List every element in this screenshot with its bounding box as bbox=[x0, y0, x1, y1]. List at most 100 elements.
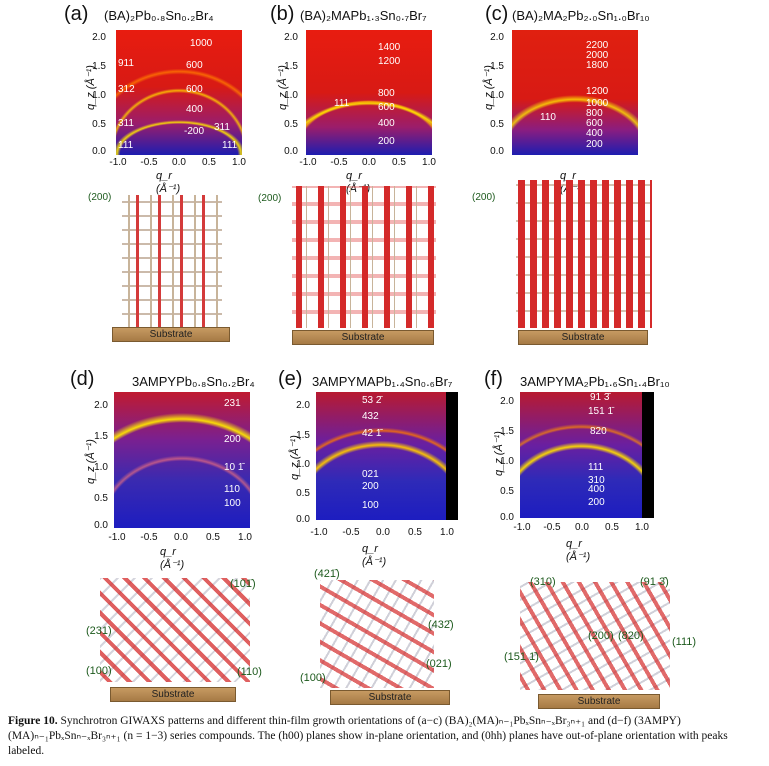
peak-label: 400 bbox=[586, 128, 603, 139]
caption-text: Synchrotron GIWAXS patterns and differen… bbox=[8, 715, 728, 757]
y-tick: 2.0 bbox=[296, 400, 310, 411]
peak-label: 021 bbox=[362, 469, 379, 480]
crystal-structure-image bbox=[292, 186, 436, 328]
crystal-structure-image bbox=[320, 580, 434, 688]
y-axis-label: q_z (Å⁻¹) bbox=[483, 65, 495, 110]
peak-label: 310 bbox=[588, 475, 605, 486]
orientation-label: (110) bbox=[237, 666, 262, 678]
x-tick: 1.0 bbox=[422, 157, 436, 168]
x-tick: 1.0 bbox=[635, 522, 649, 533]
x-tick: -1.0 bbox=[310, 527, 328, 538]
y-axis-label: q_z (Å⁻¹) bbox=[289, 435, 301, 480]
peak-label: 200 bbox=[588, 497, 605, 508]
x-tick: 0.0 bbox=[362, 157, 376, 168]
y-axis-label: q_z (Å⁻¹) bbox=[493, 431, 505, 476]
y-axis-label: q_z (Å⁻¹) bbox=[277, 65, 289, 110]
peak-label: 10 1̄ bbox=[224, 462, 244, 473]
x-tick: -1.0 bbox=[109, 157, 127, 168]
panel-title: 3AMPYMAPb₁.₄Sn₀.₆Br₇ bbox=[312, 374, 453, 389]
orientation-label: (820) bbox=[618, 630, 644, 642]
peak-label: 110 bbox=[224, 484, 240, 495]
panel-title: (BA)₂MAPb₁.₃Sn₀.₇Br₇ bbox=[300, 8, 427, 23]
peak-label: 400 bbox=[588, 484, 605, 495]
x-tick: -0.5 bbox=[140, 532, 158, 543]
y-tick: 1.5 bbox=[296, 430, 310, 441]
orientation-label: (200) bbox=[258, 193, 282, 204]
peak-label: -200 bbox=[184, 126, 205, 137]
y-tick: 0.0 bbox=[94, 520, 108, 531]
substrate-bar: Substrate bbox=[112, 327, 230, 342]
orientation-label: (421̄) bbox=[314, 568, 340, 580]
giwaxs-pattern bbox=[316, 392, 446, 520]
giwaxs-pattern bbox=[520, 392, 642, 518]
pattern-edge-bar bbox=[446, 392, 458, 520]
y-tick: 1.5 bbox=[500, 426, 514, 437]
peak-label: 1800 bbox=[586, 60, 609, 71]
giwaxs-pattern bbox=[116, 30, 242, 155]
peak-label: 911 bbox=[118, 58, 134, 69]
substrate-bar: Substrate bbox=[330, 690, 450, 705]
panel-label: (e) bbox=[278, 368, 303, 390]
y-tick: 2.0 bbox=[94, 400, 108, 411]
peak-label: 200 bbox=[224, 434, 241, 445]
y-tick: 2.0 bbox=[92, 32, 106, 43]
y-tick: 1.5 bbox=[92, 61, 106, 72]
y-tick: 0.5 bbox=[284, 119, 298, 130]
peak-label: 100 bbox=[224, 498, 241, 509]
x-tick: 0.0 bbox=[376, 527, 390, 538]
x-tick: 0.5 bbox=[392, 157, 406, 168]
orientation-label: (310) bbox=[530, 576, 556, 588]
peak-label: 600 bbox=[186, 84, 203, 95]
orientation-label: (111) bbox=[672, 636, 697, 648]
peak-label: 110 bbox=[540, 112, 556, 123]
panel-label: (b) bbox=[270, 3, 295, 25]
panel-label: (f) bbox=[484, 368, 503, 390]
peak-label: 53 2̄ bbox=[362, 395, 382, 406]
peak-label: 231 bbox=[224, 398, 241, 409]
y-tick: 1.5 bbox=[94, 431, 108, 442]
orientation-label: (231) bbox=[86, 625, 112, 637]
giwaxs-pattern bbox=[114, 392, 250, 528]
y-tick: 0.5 bbox=[94, 493, 108, 504]
x-tick: -1.0 bbox=[299, 157, 317, 168]
y-tick: 2.0 bbox=[284, 32, 298, 43]
x-tick: 1.0 bbox=[440, 527, 454, 538]
x-tick: -1.0 bbox=[108, 532, 126, 543]
peak-label: 2200 bbox=[586, 40, 609, 51]
orientation-label: (91 3̄) bbox=[640, 576, 669, 588]
orientation-label: (101̄) bbox=[230, 578, 256, 590]
substrate-bar: Substrate bbox=[538, 694, 660, 709]
peak-label: 100 bbox=[362, 500, 379, 511]
x-tick: -0.5 bbox=[342, 527, 360, 538]
panel-title: 3AMPYPb₀.₈Sn₀.₂Br₄ bbox=[132, 374, 255, 389]
peak-label: 91 3̄ bbox=[590, 392, 610, 403]
panel-title: 3AMPYMA₂Pb₁.₆Sn₁.₄Br₁₀ bbox=[520, 374, 670, 389]
x-axis-label: q_r (Å⁻¹) bbox=[160, 546, 185, 571]
peak-label: 820 bbox=[590, 426, 607, 437]
x-tick: 0.5 bbox=[202, 157, 216, 168]
orientation-label: (100) bbox=[300, 672, 326, 684]
crystal-structure-image bbox=[100, 578, 250, 682]
x-axis-label: q_r (Å⁻¹) bbox=[566, 538, 591, 563]
peak-label: 432 bbox=[362, 411, 379, 422]
x-tick: 1.0 bbox=[232, 157, 246, 168]
orientation-label: (200) bbox=[472, 192, 496, 203]
x-tick: -0.5 bbox=[330, 157, 348, 168]
peak-label: 200 bbox=[586, 139, 603, 150]
peak-label: 2000 bbox=[586, 50, 609, 61]
giwaxs-pattern bbox=[512, 30, 638, 155]
peak-label: 200 bbox=[362, 481, 379, 492]
peak-label: 800 bbox=[378, 88, 395, 99]
x-axis-label: q_r (Å⁻¹) bbox=[156, 170, 181, 195]
peak-label: 400 bbox=[378, 118, 395, 129]
peak-label: 312 bbox=[118, 84, 135, 95]
crystal-structure-image bbox=[122, 195, 222, 327]
pattern-edge-bar bbox=[642, 392, 654, 518]
y-tick: 0.0 bbox=[500, 512, 514, 523]
x-tick: -1.0 bbox=[513, 522, 531, 533]
peak-label: 800 bbox=[586, 108, 603, 119]
peak-label: 600 bbox=[586, 118, 603, 129]
y-tick: 2.0 bbox=[500, 396, 514, 407]
peak-label: 200 bbox=[378, 136, 395, 147]
crystal-structure-image bbox=[516, 180, 652, 328]
